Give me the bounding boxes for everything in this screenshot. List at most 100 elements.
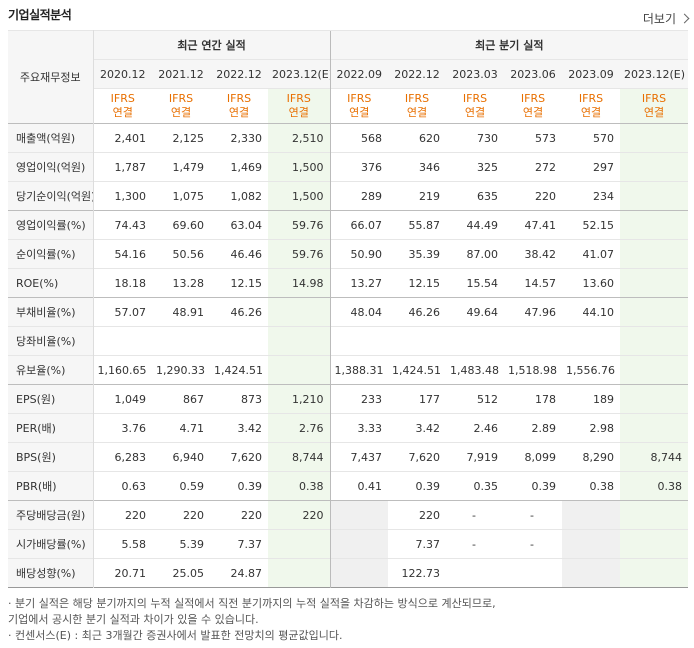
period-header: 2023.12(E)	[268, 59, 331, 89]
table-cell: 220	[210, 500, 268, 530]
table-cell: 8,744	[268, 442, 331, 472]
table-cell: 8,099	[504, 442, 563, 472]
table-row: 순이익률(%) 54.16 50.56 46.46 59.76 50.90 35.39 87.…	[8, 239, 689, 269]
table-cell: 0.38	[620, 471, 689, 501]
table-cell: 730	[446, 123, 505, 153]
table-row: PER(배) 3.76 4.71 3.42 2.76 3.33 3.42 2.46 2.89 2.…	[8, 413, 689, 443]
table-cell: 46.46	[210, 239, 268, 269]
standard-line1: IFRS	[404, 92, 430, 105]
standard-line2: 연결	[288, 106, 309, 119]
table-cell	[620, 384, 689, 414]
table-cell: 1,160.65	[93, 355, 152, 385]
table-cell: 14.57	[504, 268, 563, 298]
table-cell	[268, 297, 331, 327]
table-cell	[562, 529, 621, 559]
accounting-standard: IFRS 연결	[446, 88, 505, 124]
table-row: PBR(배) 0.63 0.59 0.39 0.38 0.41 0.39 0.35 0.39 0.…	[8, 471, 689, 501]
table-cell	[562, 500, 621, 530]
standard-line1: IFRS	[110, 92, 135, 105]
table-cell: 12.15	[388, 268, 447, 298]
table-cell: 66.07	[329, 210, 389, 240]
table-row: BPS(원) 6,283 6,940 7,620 8,744 7,437 7,620 7,91…	[8, 442, 689, 472]
table-row: 부채비율(%) 57.07 48.91 46.26 48.04 46.26 49.64 47.…	[8, 297, 689, 327]
period-header: 2022.09	[329, 59, 389, 89]
table-cell: -	[504, 529, 563, 559]
table-cell: 63.04	[210, 210, 268, 240]
more-link[interactable]: 더보기	[642, 10, 690, 27]
table-cell: 2,401	[93, 123, 152, 153]
group-header-row: 주요재무정보 최근 연간 실적 최근 분기 실적	[8, 30, 689, 124]
table-row: EPS(원) 1,049 867 873 1,210 233 177 512 178 189	[8, 384, 689, 414]
table-row: ROE(%) 18.18 13.28 12.15 14.98 13.27 12.15 15.5…	[8, 268, 689, 298]
table-cell: 46.26	[210, 297, 268, 327]
table-row: 시가배당률(%) 5.58 5.39 7.37 7.37- -	[8, 529, 689, 559]
chevron-right-icon	[679, 13, 690, 24]
table-cell: 5.39	[152, 529, 210, 559]
table-cell	[268, 558, 331, 588]
table-cell: 5.58	[93, 529, 152, 559]
table-cell: 13.60	[562, 268, 621, 298]
table-cell: 1,075	[152, 181, 210, 211]
table-cell: 87.00	[446, 239, 505, 269]
table-cell: 2.89	[504, 413, 563, 443]
accounting-standard: IFRS 연결	[504, 88, 563, 124]
row-label: ROE(%)	[8, 268, 94, 298]
table-cell: 74.43	[93, 210, 152, 240]
table-cell: 57.07	[93, 297, 152, 327]
row-label: 영업이익률(%)	[8, 210, 94, 240]
table-cell	[620, 558, 689, 588]
table-cell: 220	[93, 500, 152, 530]
row-label: PBR(배)	[8, 471, 94, 501]
table-cell: 1,300	[93, 181, 152, 211]
table-cell: 1,424.51	[210, 355, 268, 385]
table-cell: 1,787	[93, 152, 152, 182]
table-cell	[562, 326, 621, 356]
table-cell: 7,437	[329, 442, 389, 472]
table-cell: 220	[152, 500, 210, 530]
table-row: 영업이익률(%) 74.43 69.60 63.04 59.76 66.07 55.87 44…	[8, 210, 689, 240]
row-label: EPS(원)	[8, 384, 94, 414]
table-cell	[152, 326, 210, 356]
more-label: 더보기	[642, 12, 676, 26]
table-cell	[620, 152, 689, 182]
standard-line1: IFRS	[226, 92, 252, 105]
table-cell	[620, 413, 689, 443]
table-cell: 297	[562, 152, 621, 182]
period-header: 2023.12(E)	[620, 59, 689, 89]
table-cell: 59.76	[268, 210, 331, 240]
table-cell: 234	[562, 181, 621, 211]
table-cell: 0.63	[93, 471, 152, 501]
standard-line1: IFRS	[286, 92, 311, 105]
table-cell	[329, 326, 389, 356]
table-cell: 0.39	[504, 471, 563, 501]
table-cell	[93, 326, 152, 356]
row-label: 매출액(억원)	[8, 123, 94, 153]
table-cell: 0.59	[152, 471, 210, 501]
table-row: 매출액(억원) 2,401 2,125 2,330 2,510 568 620 730 573 5…	[8, 123, 689, 153]
table-cell: 2,330	[210, 123, 268, 153]
period-header: 2020.12	[93, 59, 152, 89]
table-cell: 59.76	[268, 239, 331, 269]
table-cell: 18.18	[93, 268, 152, 298]
table-cell	[620, 239, 689, 269]
table-cell: 50.90	[329, 239, 389, 269]
table-cell	[268, 529, 331, 559]
table-cell: 13.28	[152, 268, 210, 298]
table-cell: 6,940	[152, 442, 210, 472]
table-cell: 7,620	[210, 442, 268, 472]
accounting-standard: IFRS 연결	[268, 88, 331, 124]
table-cell: 7,919	[446, 442, 505, 472]
table-cell: 1,049	[93, 384, 152, 414]
table-cell: 376	[329, 152, 389, 182]
table-cell: 570	[562, 123, 621, 153]
table-cell: 272	[504, 152, 563, 182]
standard-line1: IFRS	[578, 92, 604, 105]
table-cell: 0.38	[562, 471, 621, 501]
table-cell: 1,500	[268, 181, 331, 211]
table-cell: 41.07	[562, 239, 621, 269]
table-cell: 50.56	[152, 239, 210, 269]
row-label: 부채비율(%)	[8, 297, 94, 327]
quarter-group-header: 최근 분기 실적	[329, 30, 689, 60]
table-cell: 52.15	[562, 210, 621, 240]
row-label: 주당배당금(원)	[8, 500, 94, 530]
